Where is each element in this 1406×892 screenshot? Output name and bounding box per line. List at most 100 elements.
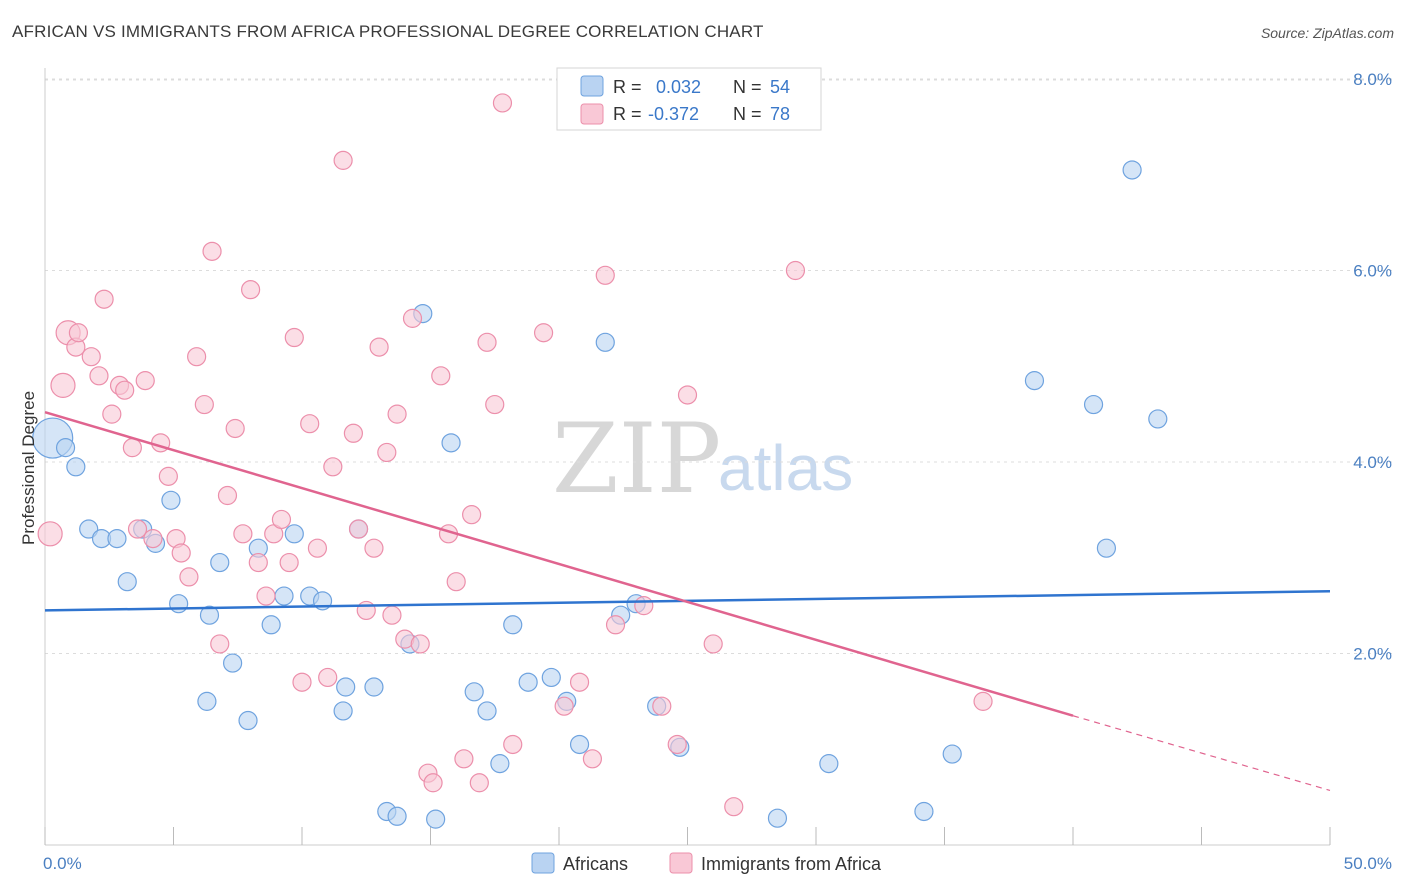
watermark-zip: ZIP [552,403,721,515]
immigrants-point [595,265,615,285]
africans-point [477,701,497,721]
immigrants-point [307,538,328,558]
immigrants-point [292,672,312,692]
africans-point [819,754,839,774]
africans-point [1024,371,1045,391]
immigrants-trend-extension [1072,715,1331,791]
watermark-atlas: atlas [718,432,853,504]
immigrants-point [94,289,114,309]
africans-point [169,594,189,614]
immigrants-point [300,414,320,434]
legend-n-label-2: N = [733,104,762,124]
africans-point [464,682,484,702]
immigrants-point [194,394,214,415]
africans-point [197,691,217,711]
legend-swatch-immigrants [580,103,604,125]
immigrants-point [469,773,489,793]
legend-r-value-2: -0.372 [648,104,699,124]
x-tick-label-max: 50.0% [1344,854,1392,873]
immigrants-point [533,323,554,343]
immigrants-point [503,734,523,755]
africans-point [210,552,230,573]
legend-n-label-1: N = [733,77,762,97]
immigrants-point [279,552,299,573]
immigrants-point [582,749,603,769]
africans-point [161,490,181,510]
immigrants-point [179,567,199,587]
africans-point [1148,409,1168,429]
africans-point [518,672,538,692]
africans-point [569,734,590,755]
immigrants-point [348,519,369,539]
immigrants-point [143,528,163,549]
legend-r-label-2: R = [613,104,642,124]
africans-point [387,806,407,826]
immigrants-point [724,797,744,817]
immigrants-point [225,418,245,439]
immigrants-point [364,538,384,558]
immigrants-point [423,773,443,793]
africans-point [503,615,523,635]
immigrants-point [431,366,451,386]
legend-n-value-1: 54 [770,77,790,97]
immigrants-point [569,672,590,692]
immigrants-point [402,308,423,328]
immigrants-point [410,634,430,654]
africans-point [79,519,99,539]
immigrants-point [454,749,474,769]
immigrants-point [973,691,993,711]
immigrants-point [135,371,155,391]
y-axis-label: Professional Degree [19,391,38,545]
immigrants-point [652,696,672,716]
immigrants-point [323,457,343,477]
immigrants-point [122,438,142,458]
bottom-legend-swatch-immigrants [669,852,693,874]
africans-point [595,332,615,352]
africans-point [364,677,384,697]
africans-point [942,744,962,764]
immigrants-trend-line [44,411,1074,717]
immigrants-point [233,524,253,544]
series-legend: Africans Immigrants from Africa [531,852,882,874]
immigrants-point [248,552,268,573]
tick-labels: 2.0% 4.0% 6.0% 8.0% 0.0% 50.0% [43,70,1392,873]
x-tick-label-min: 0.0% [43,854,82,873]
immigrants-point [50,372,76,398]
immigrants-point [217,485,238,506]
trend-lines [44,411,1331,791]
immigrants-point [210,634,230,654]
immigrants-point [377,442,397,463]
immigrants-point [171,543,191,563]
immigrants-point [318,667,338,688]
gridlines [45,78,1392,654]
africans-point [66,457,86,477]
africans-point [199,605,220,625]
immigrants-point [343,423,363,443]
y-tick-label: 8.0% [1353,70,1392,89]
africans-point [284,524,304,544]
africans-point [223,653,243,673]
immigrants-point [485,394,505,415]
immigrants-point [369,337,389,357]
immigrants-point [677,385,698,405]
immigrants-point [492,93,513,113]
immigrants-point [241,280,261,300]
correlation-legend: R = 0.032 N = 54 R = -0.372 N = 78 [556,67,822,131]
africans-point [261,615,281,635]
africans-point [238,710,258,731]
immigrants-point [333,150,353,170]
immigrants-point [785,260,806,281]
immigrants-point [462,505,482,525]
immigrants-point [256,586,276,606]
africans-point [333,701,353,721]
immigrants-point [477,332,497,352]
immigrants-point [382,605,402,625]
legend-r-value-1: 0.032 [656,77,701,97]
immigrants-point [605,615,626,635]
immigrants-point [284,327,304,348]
immigrants-point [89,366,109,386]
bottom-legend-swatch-africans [531,852,555,874]
immigrants-point [202,241,222,261]
immigrants-point [703,634,723,654]
